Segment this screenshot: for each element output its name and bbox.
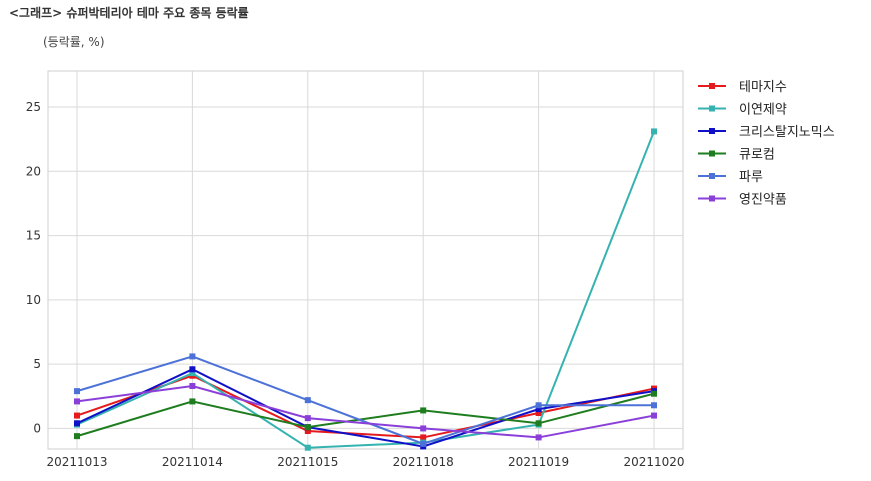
plot-area <box>47 70 684 450</box>
data-point <box>651 128 657 135</box>
series-line <box>76 392 655 438</box>
series-5 <box>74 353 657 447</box>
legend-label: 테마지수 <box>739 80 787 95</box>
data-point <box>304 428 311 434</box>
y-tick-label: 0 <box>33 421 41 435</box>
data-point <box>420 407 427 414</box>
data-point <box>420 425 427 432</box>
data-point <box>651 402 657 409</box>
data-point <box>651 390 657 397</box>
data-point <box>74 412 80 419</box>
chart-title: <그래프> 슈퍼박테리아 테마 주요 종목 등락률 <box>9 6 249 20</box>
data-point <box>535 434 542 441</box>
x-tick-label: 20211013 <box>46 455 107 469</box>
legend-label: 영진약품 <box>739 193 787 208</box>
y-tick-label: 5 <box>33 357 41 371</box>
data-point <box>304 397 311 404</box>
data-point <box>189 383 196 389</box>
series-4 <box>74 390 657 440</box>
data-point <box>535 420 542 427</box>
data-point <box>420 434 427 441</box>
data-point <box>189 370 196 377</box>
legend-swatch-marker <box>709 173 715 179</box>
x-tick-label: 20211019 <box>508 455 569 469</box>
y-tick-label: 25 <box>26 100 41 114</box>
legend-item: 파루 <box>698 170 763 185</box>
data-point <box>535 406 542 413</box>
data-point <box>420 440 427 447</box>
data-point <box>74 388 80 395</box>
data-point <box>304 444 311 451</box>
y-tick-label: 20 <box>26 164 41 178</box>
data-point <box>189 366 196 373</box>
legend-label: 큐로컴 <box>739 148 775 163</box>
legend-item: 이연제약 <box>698 103 787 118</box>
x-tick-label: 20211015 <box>277 455 338 469</box>
data-point <box>74 433 80 440</box>
y-tick-label: 10 <box>26 293 41 307</box>
series-line <box>76 131 655 449</box>
legend-label: 파루 <box>739 170 763 185</box>
x-tick-label: 20211020 <box>623 455 684 469</box>
data-point <box>189 353 196 360</box>
legend-swatch-marker <box>709 128 715 134</box>
series-line <box>76 384 655 439</box>
data-point <box>304 424 311 431</box>
data-point <box>189 398 196 405</box>
legend-swatch-marker <box>709 83 715 89</box>
series-line <box>76 355 654 445</box>
data-point <box>304 415 311 422</box>
legend-item: 영진약품 <box>698 193 787 208</box>
x-tick-label: 20211018 <box>393 455 454 469</box>
y-unit-label: (등락률, %) <box>43 35 105 49</box>
data-point <box>74 398 80 405</box>
x-tick-label: 20211014 <box>162 455 223 469</box>
y-tick-label: 15 <box>26 229 41 243</box>
legend-label: 이연제약 <box>739 103 787 118</box>
legend-item: 크리스탈지노믹스 <box>698 125 835 140</box>
data-point <box>74 420 80 427</box>
legend-item: 테마지수 <box>698 80 787 95</box>
legend-swatch-marker <box>709 150 715 157</box>
data-point <box>535 402 542 409</box>
legend-swatch-marker <box>709 195 715 202</box>
legend-swatch-marker <box>709 105 715 112</box>
legend-item: 큐로컴 <box>698 148 775 163</box>
data-point <box>535 410 542 416</box>
legend-label: 크리스탈지노믹스 <box>739 125 835 140</box>
series-6 <box>74 383 657 441</box>
data-point <box>651 412 657 419</box>
